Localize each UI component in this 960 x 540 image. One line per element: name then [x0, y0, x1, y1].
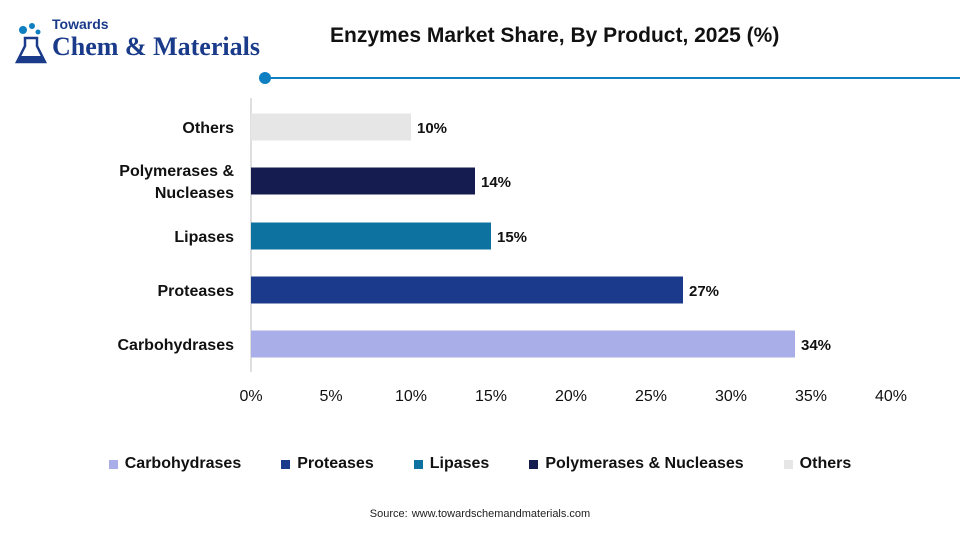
logo-line-2: Chem & Materials: [52, 32, 260, 61]
chart-title: Enzymes Market Share, By Product, 2025 (…: [330, 24, 780, 47]
category-label: Nucleases: [155, 185, 234, 202]
legend-item: Proteases: [281, 455, 374, 473]
legend-swatch: [413, 459, 423, 469]
legend-label: Lipases: [429, 455, 490, 472]
legend-item: Polymerases & Nucleases: [529, 455, 744, 473]
data-label: 14%: [481, 174, 511, 191]
brand-logo: Towards Chem & Materials: [14, 16, 260, 72]
legend-swatch: [783, 459, 793, 469]
category-label: Lipases: [174, 229, 234, 246]
bar: [251, 222, 491, 250]
bar: [251, 167, 475, 195]
legend-label: Polymerases & Nucleases: [545, 455, 744, 472]
x-tick-label: 35%: [795, 388, 827, 405]
legend-swatch: [529, 459, 539, 469]
legend-item: Others: [783, 455, 852, 473]
legend-swatch: [281, 459, 291, 469]
x-tick-label: 10%: [395, 388, 427, 405]
category-label: Others: [182, 120, 234, 137]
x-tick-label: 25%: [635, 388, 667, 405]
category-label: Proteases: [158, 283, 235, 300]
data-label: 10%: [417, 120, 447, 137]
bar: [251, 113, 411, 141]
flask-icon: [14, 23, 48, 64]
title-rule: [259, 72, 960, 84]
data-label: 27%: [689, 283, 719, 300]
x-tick-label: 0%: [239, 388, 262, 405]
x-tick-label: 40%: [875, 388, 907, 405]
source-url: www.towardschemandmaterials.com: [411, 508, 591, 520]
x-tick-label: 5%: [319, 388, 342, 405]
x-tick-label: 30%: [715, 388, 747, 405]
data-label: 34%: [801, 337, 831, 354]
legend-swatch: [108, 459, 118, 469]
bar: [251, 276, 683, 304]
source-note: Source: www.towardschemandmaterials.com: [0, 508, 960, 520]
legend-label: Carbohydrases: [124, 455, 242, 472]
source-label: Source:: [369, 508, 408, 520]
x-tick-label: 15%: [475, 388, 507, 405]
category-label: Carbohydrases: [118, 337, 235, 354]
bar-chart: 0% 5% 10% 15% 20% 25% 30% 35% 40% 34% Carbohydrase…: [118, 98, 907, 405]
x-tick-label: 20%: [555, 388, 587, 405]
data-label: 15%: [497, 229, 527, 246]
legend-item: Carbohydrases: [108, 455, 242, 473]
legend-label: Others: [799, 455, 852, 472]
bar: [251, 330, 795, 358]
legend-label: Proteases: [297, 455, 374, 472]
logo-line-1: Towards: [52, 16, 109, 32]
category-label: Polymerases &: [119, 163, 234, 180]
chart-legend: Carbohydrases Proteases Lipases Polymerases…: [0, 452, 960, 476]
legend-item: Lipases: [413, 455, 490, 473]
